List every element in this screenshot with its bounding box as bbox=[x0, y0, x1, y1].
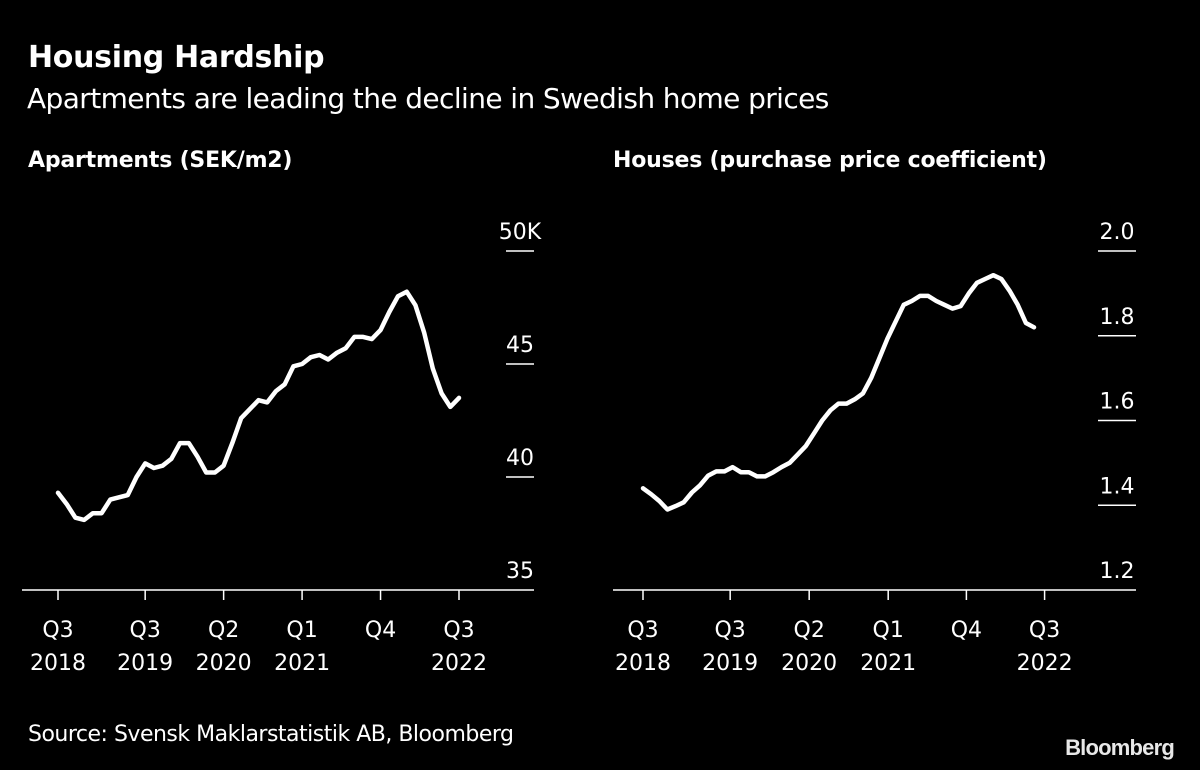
x-tick-label-quarter: Q3 bbox=[627, 618, 658, 643]
y-tick-label: 40 bbox=[506, 446, 534, 471]
x-tick-label-quarter: Q3 bbox=[130, 618, 161, 643]
y-tick-label: 1.8 bbox=[1100, 305, 1135, 330]
y-tick-label: 1.4 bbox=[1100, 474, 1135, 499]
x-tick-label-quarter: Q2 bbox=[208, 618, 239, 643]
source-note: Source: Svensk Maklarstatistik AB, Bloom… bbox=[28, 722, 514, 747]
x-tick-label-year: 2022 bbox=[431, 651, 487, 676]
x-tick-label-quarter: Q4 bbox=[365, 618, 396, 643]
houses-panel-title: Houses (purchase price coefficient) bbox=[613, 148, 1047, 173]
apartments-chart: 35 40 45 50K Q3 2018 Q3 2019 Q2 2020 Q1 2021 Q4 Q3 202… bbox=[22, 220, 542, 676]
x-tick-label-quarter: Q3 bbox=[1029, 618, 1060, 643]
x-tick-label-quarter: Q1 bbox=[873, 618, 904, 643]
x-tick-label-year: 2021 bbox=[860, 651, 916, 676]
x-tick-label-quarter: Q3 bbox=[42, 618, 73, 643]
y-tick-label: 50K bbox=[499, 220, 542, 245]
x-tick-label-year: 2018 bbox=[30, 651, 86, 676]
y-tick-label: 2.0 bbox=[1100, 220, 1135, 245]
x-tick-label-year: 2021 bbox=[274, 651, 330, 676]
series-line bbox=[640, 272, 1037, 512]
chart-subtitle: Apartments are leading the decline in Sw… bbox=[27, 82, 829, 115]
y-tick-label: 35 bbox=[506, 559, 534, 584]
y-tick-label: 45 bbox=[506, 333, 534, 358]
x-tick-label-quarter: Q4 bbox=[951, 618, 982, 643]
series-line bbox=[55, 289, 462, 523]
houses-chart: 1.2 1.4 1.6 1.8 2.0 Q3 2018 Q3 2019 Q2 2020 Q1 2021 Q… bbox=[613, 220, 1136, 676]
bloomberg-logo: Bloomberg bbox=[1065, 735, 1175, 760]
x-tick-label-year: 2022 bbox=[1017, 651, 1073, 676]
x-tick-label-year: 2019 bbox=[117, 651, 173, 676]
x-tick-label-year: 2020 bbox=[196, 651, 252, 676]
y-tick-label: 1.6 bbox=[1100, 390, 1135, 415]
x-tick-label-quarter: Q3 bbox=[443, 618, 474, 643]
x-tick-label-year: 2018 bbox=[615, 651, 671, 676]
x-tick-label-year: 2019 bbox=[702, 651, 758, 676]
apartments-panel-title: Apartments (SEK/m2) bbox=[28, 148, 293, 173]
x-tick-label-year: 2020 bbox=[781, 651, 837, 676]
x-tick-label-quarter: Q1 bbox=[286, 618, 317, 643]
x-tick-label-quarter: Q3 bbox=[714, 618, 745, 643]
y-tick-label: 1.2 bbox=[1100, 559, 1135, 584]
x-tick-label-quarter: Q2 bbox=[794, 618, 825, 643]
chart-title: Housing Hardship bbox=[28, 40, 325, 75]
